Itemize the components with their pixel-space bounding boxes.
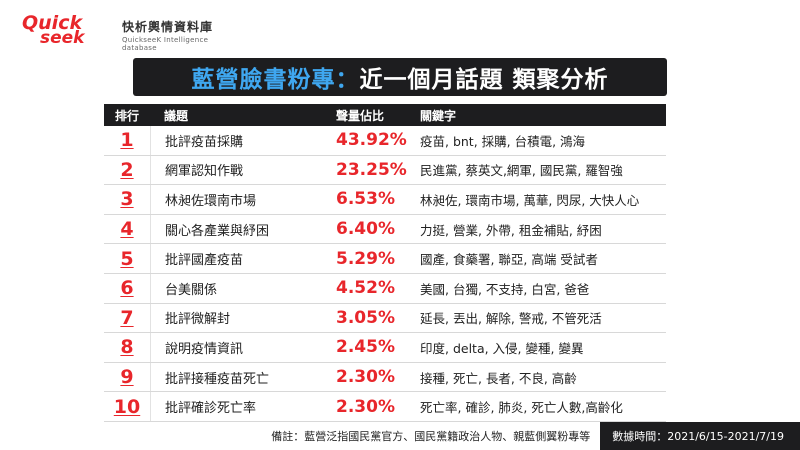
rank-number: 2 bbox=[120, 158, 134, 181]
table-row: 4 關心各產業與紓困 6.40% 力挺, 營業, 外帶, 租金補貼, 紓困 bbox=[104, 214, 666, 245]
quickseek-logo: Quick seek 快析輿情資料庫 QuickseeK Intelligenc… bbox=[22, 12, 242, 53]
share-percent: 6.40% bbox=[336, 219, 395, 240]
share-percent: 23.25% bbox=[336, 159, 407, 180]
rank-number: 3 bbox=[120, 188, 134, 211]
topic-cell: 批評微解封 bbox=[150, 303, 326, 333]
table-row: 8 說明疫情資訊 2.45% 印度, delta, 入侵, 變種, 變異 bbox=[104, 333, 666, 363]
title-part-white: 近一個月話題 類聚分析 bbox=[359, 67, 609, 93]
topic-cell: 批評疫苗採購 bbox=[150, 126, 326, 155]
logo-name-en: QuickseeK Intelligence database bbox=[122, 36, 209, 52]
header-keywords: 關鍵字 bbox=[420, 108, 457, 123]
share-percent: 5.29% bbox=[336, 248, 395, 269]
table-body: 1 批評疫苗採購 43.92% 疫苗, bnt, 採購, 台積電, 鴻海 2 網軍認知作戰… bbox=[104, 126, 666, 422]
logo-quick-text: Quick bbox=[22, 12, 83, 34]
share-percent: 4.52% bbox=[336, 278, 395, 299]
keywords-cell: 接種, 死亡, 長者, 不良, 高齡 bbox=[420, 370, 577, 386]
rank-number: 7 bbox=[120, 306, 134, 329]
footer-note: 備註：藍營泛指國民黨官方、國民黨籍政治人物、親藍側翼粉專等 bbox=[271, 430, 591, 443]
keywords-cell: 國產, 食藥署, 聯亞, 高端 受試者 bbox=[420, 252, 598, 268]
keywords-cell: 疫苗, bnt, 採購, 台積電, 鴻海 bbox=[420, 133, 586, 149]
rank-number: 10 bbox=[113, 395, 141, 418]
topic-cell: 網軍認知作戰 bbox=[150, 155, 326, 185]
share-percent: 2.45% bbox=[336, 337, 395, 358]
data-period: 數據時間：2021/6/15-2021/7/19 bbox=[600, 422, 800, 450]
header-topic: 議題 bbox=[164, 108, 189, 123]
rank-number: 4 bbox=[120, 218, 134, 241]
header-share: 聲量佔比 bbox=[336, 108, 385, 123]
keywords-cell: 延長, 丟出, 解除, 警戒, 不管死活 bbox=[420, 311, 602, 327]
topic-cell: 批評確診死亡率 bbox=[150, 392, 326, 421]
table-row: 5 批評國產疫苗 5.29% 國產, 食藥署, 聯亞, 高端 受試者 bbox=[104, 244, 666, 274]
keywords-cell: 林昶佐, 環南市場, 萬華, 閃尿, 大快人心 bbox=[420, 192, 640, 208]
topic-cell: 林昶佐環南市場 bbox=[150, 185, 326, 214]
table-row: 6 台美關係 4.52% 美國, 台獨, 不支持, 白宮, 爸爸 bbox=[104, 273, 666, 304]
topic-cell: 說明疫情資訊 bbox=[150, 333, 326, 362]
rank-number: 6 bbox=[120, 277, 134, 300]
topic-cell: 批評國產疫苗 bbox=[150, 244, 326, 273]
topic-cell: 批評接種疫苗死亡 bbox=[150, 362, 326, 392]
keywords-cell: 美國, 台獨, 不支持, 白宮, 爸爸 bbox=[420, 281, 590, 297]
rank-number: 1 bbox=[120, 129, 134, 152]
keywords-cell: 民進黨, 蔡英文,網軍, 國民黨, 羅智強 bbox=[420, 163, 623, 179]
share-percent: 2.30% bbox=[336, 396, 395, 417]
logo-seek-text: seek bbox=[40, 28, 85, 48]
page-title: 藍營臉書粉專：近一個月話題 類聚分析 bbox=[191, 60, 608, 94]
topic-ranking-table: 排行 議題 聲量佔比 關鍵字 1 批評疫苗採購 43.92% 疫苗, bnt, 採購,… bbox=[104, 104, 666, 422]
keywords-cell: 死亡率, 確診, 肺炎, 死亡人數,高齡化 bbox=[420, 400, 623, 416]
header-rank: 排行 bbox=[114, 108, 139, 123]
title-part-blue: 藍營臉書粉專： bbox=[191, 67, 360, 93]
table-row: 10 批評確診死亡率 2.30% 死亡率, 確診, 肺炎, 死亡人數,高齡化 bbox=[104, 392, 666, 422]
table-row: 3 林昶佐環南市場 6.53% 林昶佐, 環南市場, 萬華, 閃尿, 大快人心 bbox=[104, 185, 666, 215]
keywords-cell: 力挺, 營業, 外帶, 租金補貼, 紓困 bbox=[420, 222, 602, 238]
rank-number: 8 bbox=[120, 336, 134, 359]
table-header: 排行 議題 聲量佔比 關鍵字 bbox=[104, 104, 666, 126]
table-row: 2 網軍認知作戰 23.25% 民進黨, 蔡英文,網軍, 國民黨, 羅智強 bbox=[104, 155, 666, 186]
share-percent: 6.53% bbox=[336, 189, 395, 210]
footer-bar: 備註：藍營泛指國民黨官方、國民黨籍政治人物、親藍側翼粉專等 數據時間：2021/… bbox=[0, 422, 800, 450]
share-percent: 3.05% bbox=[336, 307, 395, 328]
logo-name-cn: 快析輿情資料庫 bbox=[122, 20, 214, 34]
title-banner: 藍營臉書粉專：近一個月話題 類聚分析 bbox=[133, 58, 667, 96]
topic-cell: 台美關係 bbox=[150, 273, 326, 303]
share-percent: 2.30% bbox=[336, 367, 395, 388]
rank-number: 9 bbox=[120, 366, 134, 389]
table-row: 1 批評疫苗採購 43.92% 疫苗, bnt, 採購, 台積電, 鴻海 bbox=[104, 126, 666, 156]
table-row: 7 批評微解封 3.05% 延長, 丟出, 解除, 警戒, 不管死活 bbox=[104, 303, 666, 334]
keywords-cell: 印度, delta, 入侵, 變種, 變異 bbox=[420, 340, 584, 356]
topic-cell: 關心各產業與紓困 bbox=[150, 214, 326, 244]
table-row: 9 批評接種疫苗死亡 2.30% 接種, 死亡, 長者, 不良, 高齡 bbox=[104, 362, 666, 393]
share-percent: 43.92% bbox=[336, 130, 407, 151]
rank-number: 5 bbox=[120, 247, 134, 270]
